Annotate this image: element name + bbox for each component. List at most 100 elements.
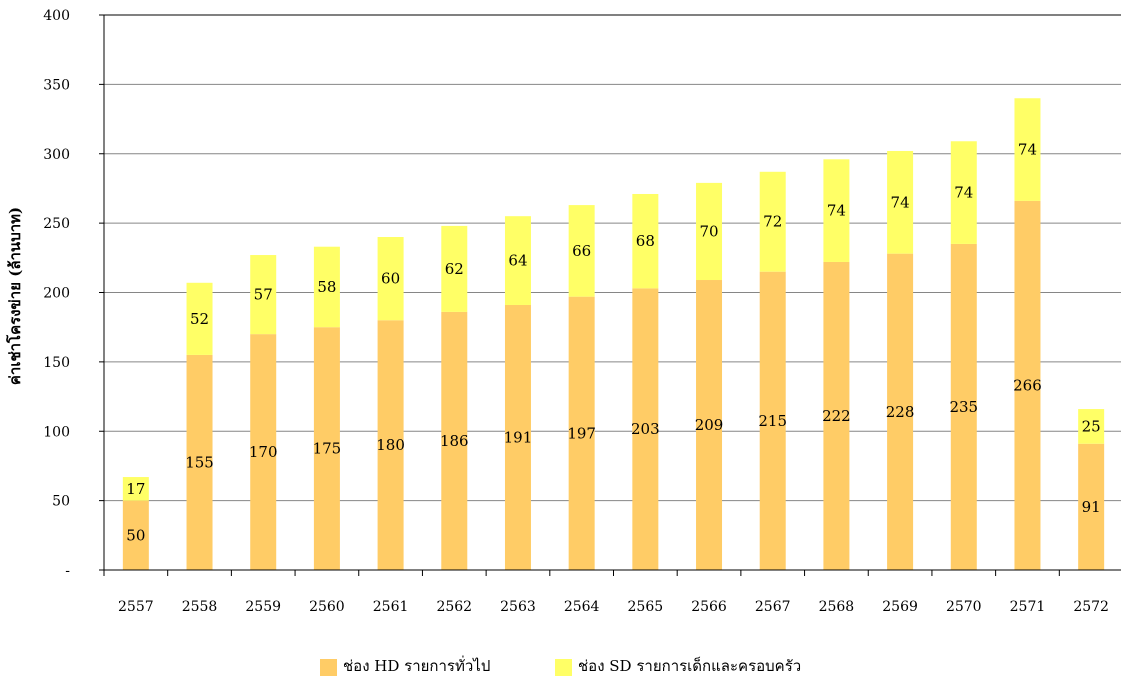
data-label: 68: [636, 232, 655, 250]
x-tick-label: 2560: [309, 599, 345, 615]
bar-segment-sd: [950, 141, 977, 244]
legend-swatch-hd: [320, 659, 337, 676]
bar-segment-sd: [632, 193, 659, 289]
x-tick-label: 2561: [373, 599, 409, 615]
data-label: 74: [891, 193, 910, 211]
x-tick-label: 2569: [882, 599, 918, 615]
data-label: 74: [827, 202, 846, 220]
y-tick-label: 150: [43, 355, 70, 371]
data-label: 74: [954, 184, 973, 202]
data-label: 209: [695, 416, 724, 434]
x-tick-label: 2565: [628, 599, 664, 615]
bar-segment-sd: [696, 182, 723, 281]
data-label: 74: [1018, 141, 1037, 159]
bar-segment-sd: [504, 216, 531, 305]
y-tick-label: 250: [43, 216, 70, 232]
x-tick-label: 2567: [755, 599, 791, 615]
y-axis-title: ค่าเช่าโครงข่าย (ล้านบาท): [5, 207, 24, 385]
data-label: 70: [699, 222, 718, 240]
bar-segment-hd: [887, 253, 914, 570]
bar-segment-hd: [568, 296, 595, 570]
x-tick-label: 2566: [691, 599, 727, 615]
data-label: 52: [190, 310, 209, 328]
data-label: 25: [1082, 417, 1101, 435]
bars: [122, 98, 1105, 571]
data-label: 62: [445, 260, 464, 278]
y-tick-label: 350: [43, 77, 70, 93]
bar-segment-sd: [441, 225, 468, 312]
data-label: 155: [185, 453, 214, 471]
bar-segment-hd: [1078, 443, 1105, 570]
bar-segment-hd: [504, 304, 531, 570]
bar-segment-sd: [759, 171, 786, 272]
bar-segment-sd: [887, 150, 914, 254]
y-tick-label: 100: [43, 424, 70, 440]
data-labels: 50 17 155 52 170 57 175 58 180 60 186 62 191 64 197 66 2…: [126, 141, 1100, 545]
bar-segment-hd: [1014, 200, 1041, 571]
legend: ช่อง HD รายการทั่วไป ช่อง SD รายการเด็กแล…: [320, 655, 801, 676]
bar-segment-sd: [186, 282, 213, 355]
data-label: 191: [504, 428, 533, 446]
data-label: 186: [440, 432, 469, 450]
data-label: 235: [949, 398, 978, 416]
data-label: 72: [763, 213, 782, 231]
data-label: 266: [1013, 376, 1042, 394]
x-tick-label: 2571: [1010, 599, 1046, 615]
data-label: 215: [758, 412, 787, 430]
bar-segment-sd: [1078, 409, 1105, 444]
bar-segment-hd: [759, 271, 786, 570]
y-tick-label: -: [65, 563, 70, 579]
data-label: 66: [572, 242, 591, 260]
legend-label-hd: ช่อง HD รายการทั่วไป: [343, 655, 490, 675]
bar-segment-hd: [122, 500, 149, 570]
x-tick-label: 2563: [500, 599, 536, 615]
legend-swatch-sd: [555, 659, 572, 676]
y-tick-label: 400: [43, 8, 70, 24]
bar-segment-sd: [122, 477, 149, 501]
y-tick-label: 200: [43, 286, 70, 302]
bar-segment-hd: [950, 243, 977, 570]
data-label: 91: [1082, 498, 1101, 516]
x-tick-label: 2558: [182, 599, 218, 615]
legend-label-sd: ช่อง SD รายการเด็กและครอบครัว: [578, 656, 801, 675]
bar-segment-hd: [823, 261, 850, 570]
data-label: 170: [249, 443, 278, 461]
x-tick-label: 2570: [946, 599, 982, 615]
bar-segment-sd: [1014, 98, 1041, 201]
bar-segment-hd: [441, 311, 468, 570]
data-label: 222: [822, 407, 851, 425]
bar-segment-hd: [250, 334, 277, 570]
x-tick-label: 2572: [1073, 599, 1109, 615]
x-tick-label: 2568: [819, 599, 855, 615]
data-label: 203: [631, 420, 660, 438]
x-tick-label: 2557: [118, 599, 154, 615]
x-tick-label: 2564: [564, 599, 600, 615]
bar-segment-hd: [313, 327, 340, 570]
bar-segment-sd: [568, 205, 595, 297]
x-tick-label: 2562: [436, 599, 472, 615]
data-label: 60: [381, 270, 400, 288]
bar-segment-hd: [186, 354, 213, 570]
bar-segment-sd: [313, 246, 340, 328]
x-tick-label: 2559: [245, 599, 281, 615]
data-label: 58: [317, 278, 336, 296]
bar-segment-sd: [250, 255, 277, 335]
data-label: 197: [567, 424, 596, 442]
bar-segment-sd: [377, 237, 404, 321]
y-tick-label: 50: [52, 494, 70, 510]
data-label: 175: [313, 440, 342, 458]
data-label: 64: [508, 252, 527, 270]
bar-segment-hd: [377, 320, 404, 570]
bar-segment-hd: [696, 280, 723, 570]
data-label: 180: [376, 436, 405, 454]
bar-segment-hd: [632, 288, 659, 570]
y-tick-label: 300: [43, 147, 70, 163]
data-label: 17: [126, 480, 145, 498]
data-label: 57: [254, 286, 273, 304]
data-label: 228: [886, 403, 915, 421]
bar-segment-sd: [823, 159, 850, 262]
data-label: 50: [126, 526, 145, 544]
